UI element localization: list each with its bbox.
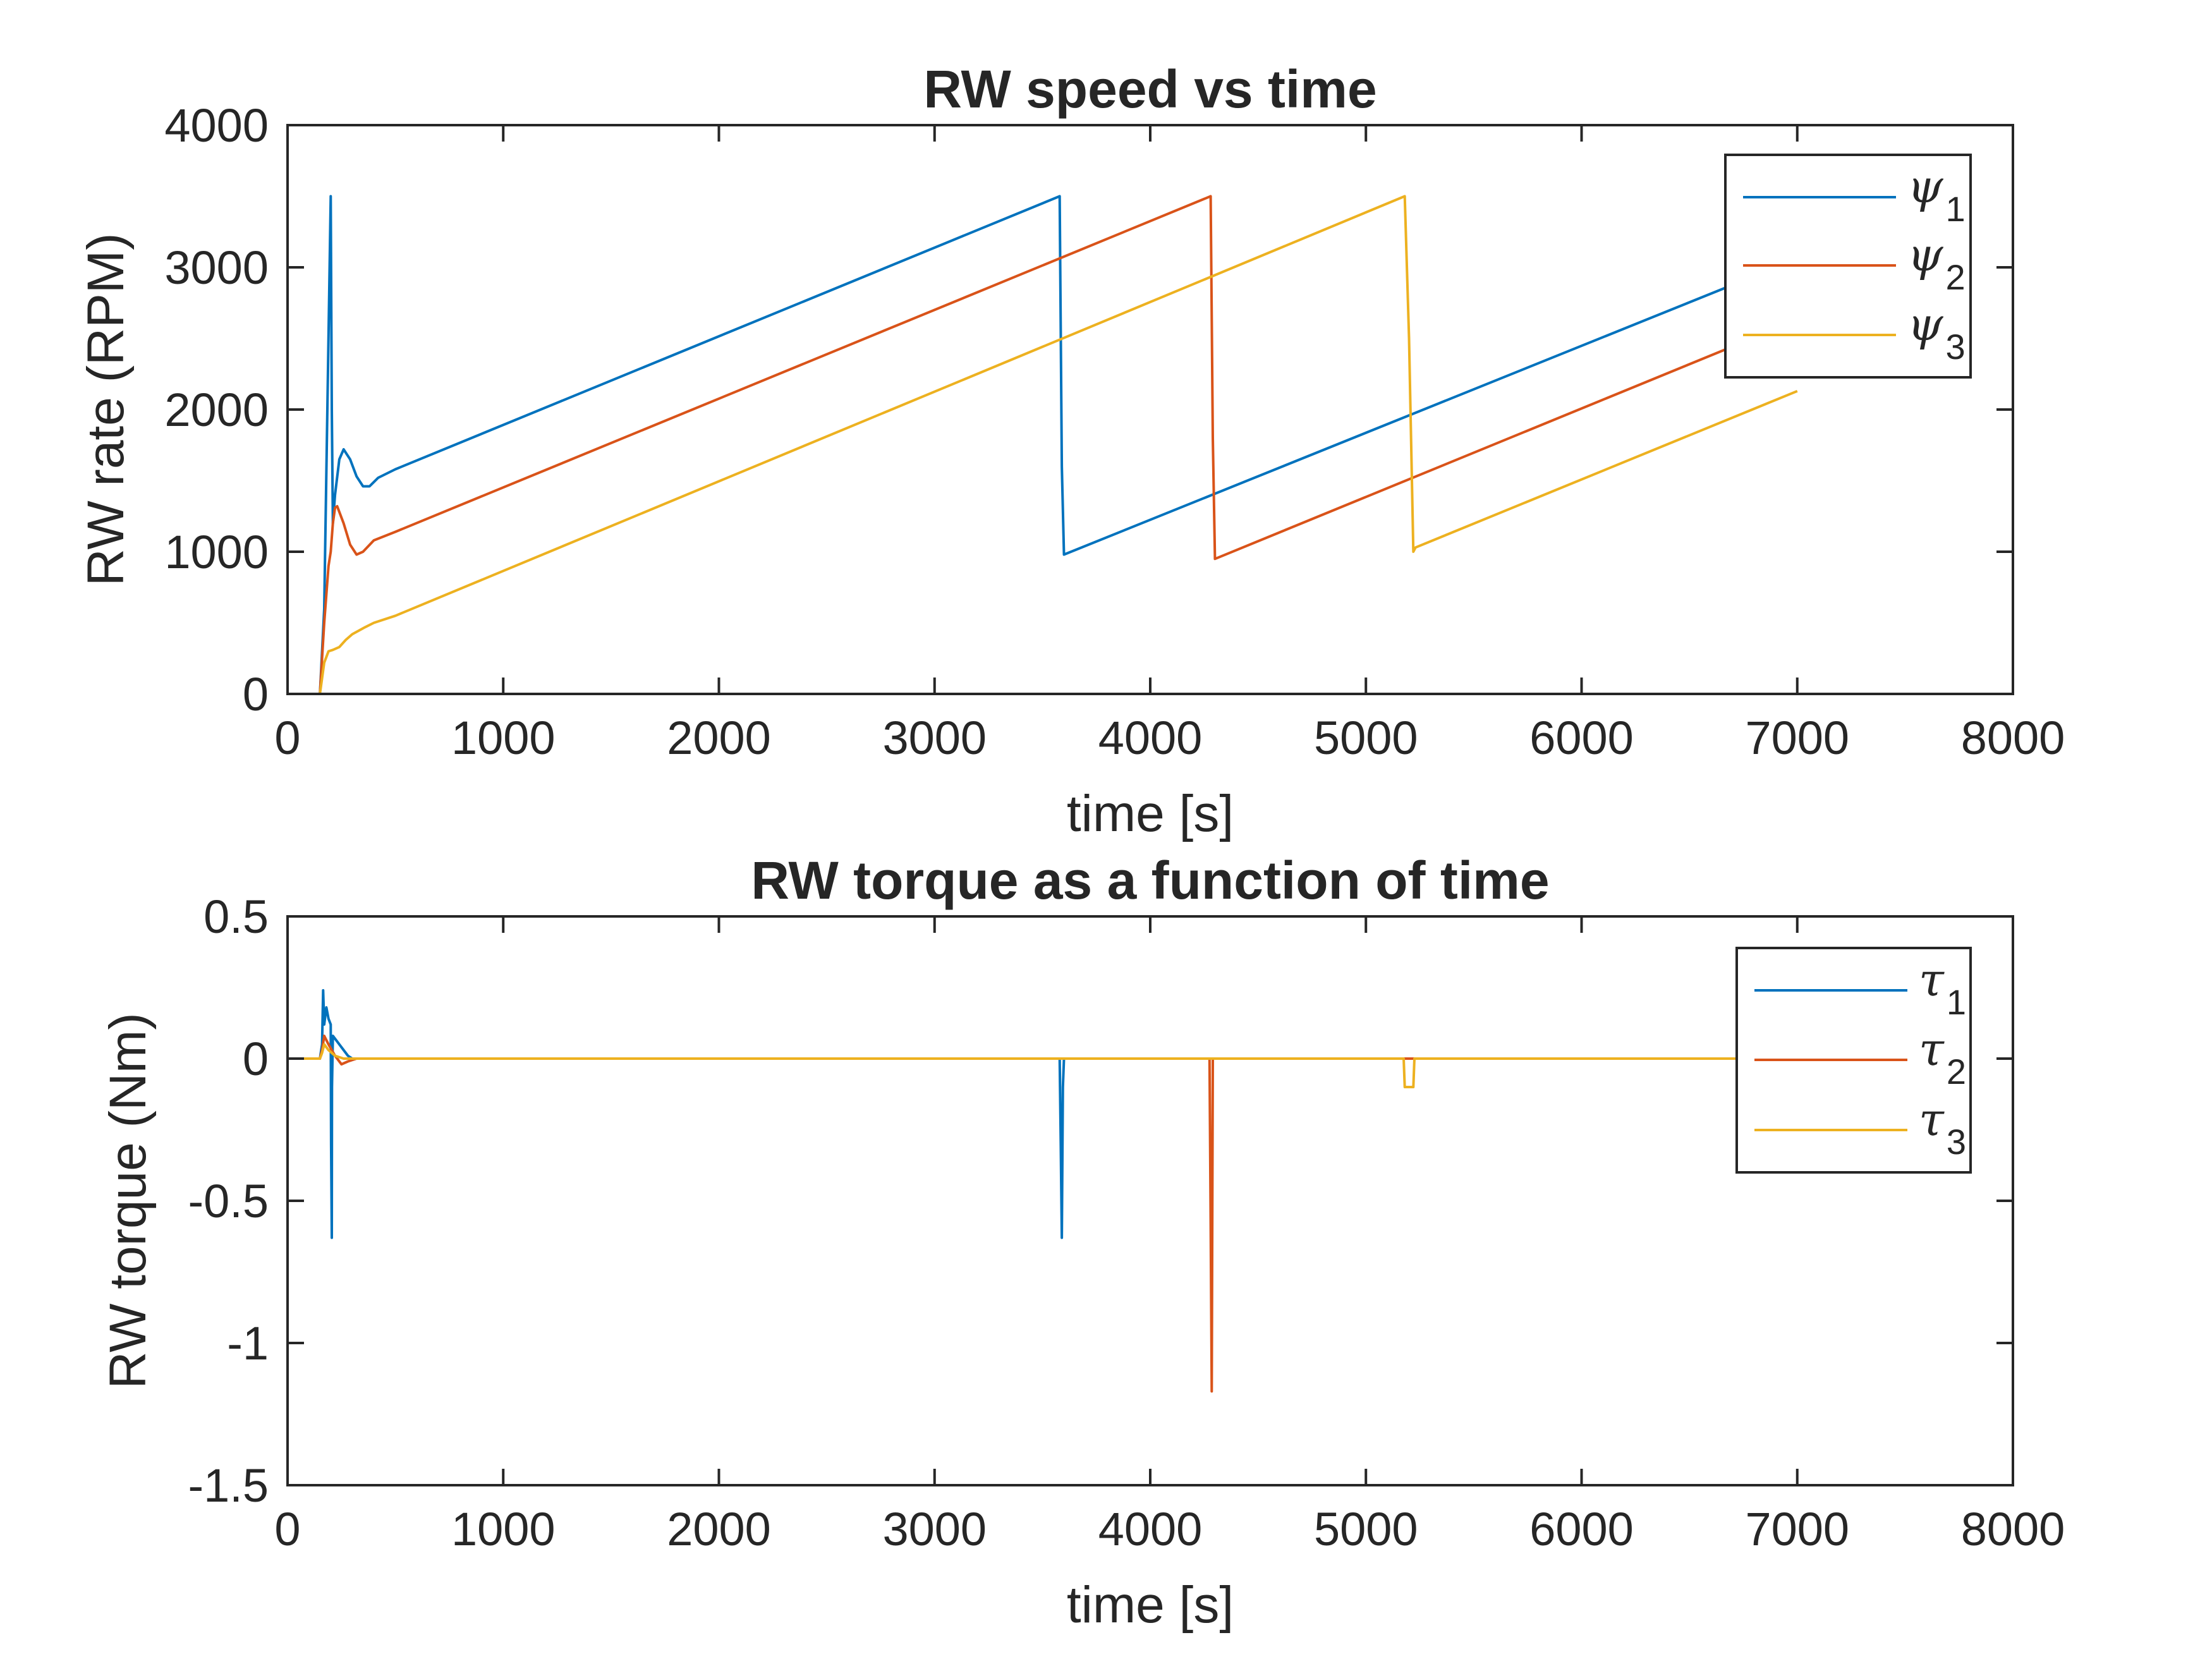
speed-x-tick-label: 5000 [1314,712,1418,764]
speed-series-line-1 [288,195,1798,695]
speed-y-tick-label: 2000 [164,384,269,436]
torque-x-tick-label: 8000 [1961,1503,2065,1555]
torque-x-tick-label: 0 [274,1503,300,1555]
torque-axes-background [288,916,2013,1485]
speed-x-tick-label: 4000 [1098,712,1203,764]
speed-y-tick-label: 4000 [164,99,269,152]
speed-y-tick-label: 1000 [164,526,269,578]
torque-series-layer [288,989,1797,1393]
speed-x-tick-label: 7000 [1745,712,1849,764]
torque-legend-label-1: τ1 [1919,953,1966,1022]
speed-legend-label-1: ψ1 [1907,160,1966,229]
torque-x-tick-label: 6000 [1529,1503,1634,1555]
torque-y-tick-label: 0 [243,1033,269,1085]
torque-x-tick-label: 2000 [667,1503,771,1555]
speed-y-tick-label: 0 [243,668,269,720]
torque-y-axis-label: RW torque (Nm) [99,1012,157,1389]
torque-x-tick-label: 5000 [1314,1503,1418,1555]
torque-series-line-1 [288,989,1797,1239]
speed-x-tick-label: 8000 [1961,712,2065,764]
torque-plot: 0 1000 2000 3000 4000 5000 6000 7000 8000 -1.5 -1 -… [99,851,2065,1634]
speed-legend-label-3: ψ3 [1907,298,1966,367]
torque-y-tick-label: 0.5 [204,890,269,943]
torque-x-tick-label: 4000 [1098,1503,1203,1555]
torque-legend-label-2: τ2 [1919,1023,1966,1091]
speed-x-tick-label: 1000 [451,712,556,764]
torque-x-tick-label: 3000 [882,1503,987,1555]
torque-y-tick-label: -1 [227,1317,269,1370]
speed-series-line-2 [288,195,1798,695]
speed-ticks-layer: 0 1000 2000 3000 4000 5000 6000 7000 8000 0 1000 20… [164,99,2065,764]
speed-legend-label-2: ψ2 [1907,228,1966,297]
speed-series-line-3 [288,195,1798,695]
torque-legend-label-3: τ3 [1919,1093,1966,1162]
torque-chart-title: RW torque as a function of time [751,851,1549,910]
torque-x-axis-label: time [s] [1067,1576,1234,1634]
speed-x-tick-label: 6000 [1529,712,1634,764]
speed-x-axis-label: time [s] [1067,785,1234,842]
torque-x-tick-label: 1000 [451,1503,556,1555]
torque-ticks-layer: 0 1000 2000 3000 4000 5000 6000 7000 8000 -1.5 -1 -… [188,890,2065,1555]
torque-series-line-3 [288,1043,1797,1088]
torque-y-tick-label: -1.5 [188,1459,269,1512]
speed-y-axis-label: RW rate (RPM) [77,233,135,586]
speed-series-layer [288,195,1798,695]
speed-x-tick-label: 0 [274,712,300,764]
speed-plot: 0 1000 2000 3000 4000 5000 6000 7000 8000 0 1000 20… [77,59,2065,842]
torque-x-tick-label: 7000 [1745,1503,1849,1555]
speed-x-tick-label: 3000 [882,712,987,764]
torque-y-tick-label: -0.5 [188,1175,269,1227]
speed-y-tick-label: 3000 [164,241,269,294]
speed-chart-title: RW speed vs time [923,59,1376,119]
speed-x-tick-label: 2000 [667,712,771,764]
